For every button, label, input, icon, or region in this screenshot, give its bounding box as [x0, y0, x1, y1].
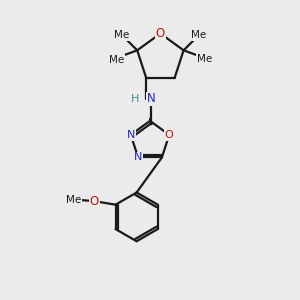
Text: Me: Me: [114, 30, 129, 40]
Text: O: O: [89, 195, 99, 208]
Text: N: N: [134, 152, 142, 162]
Text: Me: Me: [191, 30, 207, 40]
Text: N: N: [127, 130, 135, 140]
Text: Me: Me: [109, 55, 124, 64]
Text: O: O: [165, 130, 174, 140]
Text: O: O: [156, 27, 165, 40]
Text: Me: Me: [197, 54, 212, 64]
Text: H: H: [130, 94, 139, 104]
Text: N: N: [147, 92, 156, 106]
Text: Me: Me: [66, 195, 81, 205]
